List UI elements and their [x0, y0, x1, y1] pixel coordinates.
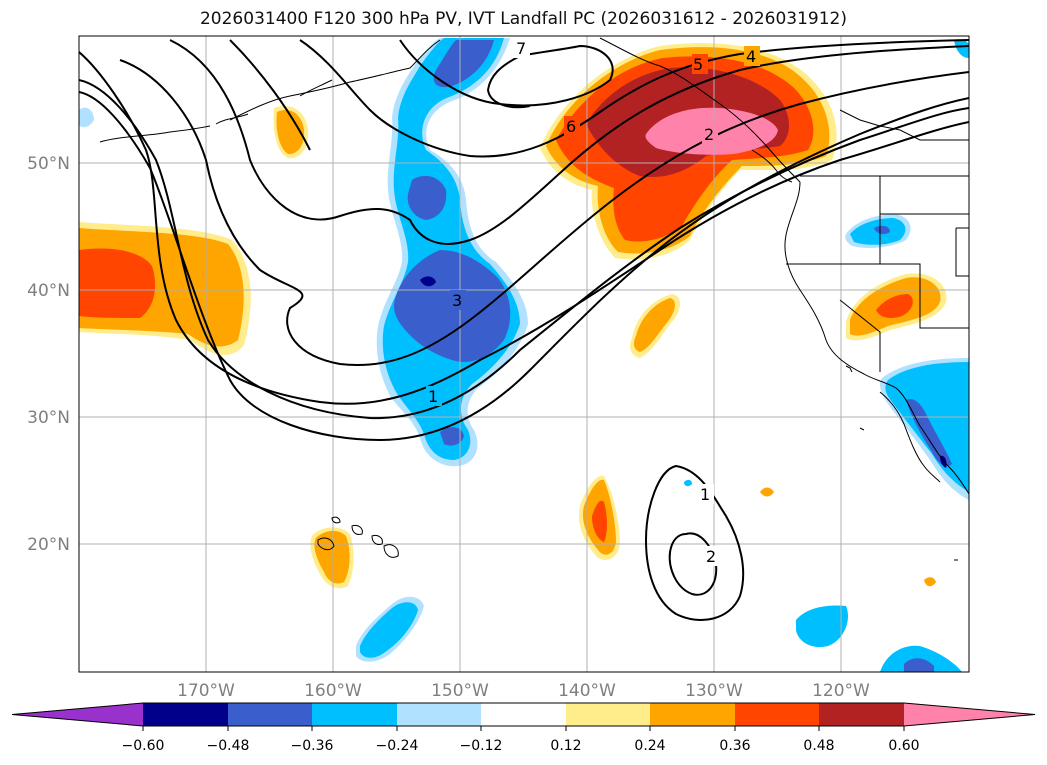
- colorbar-segment: [650, 703, 735, 726]
- negative-shading: [79, 38, 969, 672]
- lat-label: 40°N: [27, 281, 70, 301]
- contour-label: 4: [746, 47, 756, 66]
- lat-label: 20°N: [27, 535, 70, 555]
- contour-label: 2: [706, 547, 716, 566]
- lon-label: 140°W: [558, 681, 616, 701]
- colorbar-segment: [143, 703, 228, 726]
- map-title: 2026031400 F120 300 hPa PV, IVT Landfall…: [199, 9, 847, 29]
- colorbar-segment: [819, 703, 904, 726]
- colorbar-segment: [312, 703, 397, 726]
- map-area: 7 5 4 6 2 3 1 1 2: [79, 36, 969, 672]
- contour-label-bg: [744, 46, 760, 66]
- colorbar-segment: [735, 703, 819, 726]
- colorbar-extend-low: [12, 703, 143, 726]
- colorbar-segment: [397, 703, 481, 726]
- contour-label: 6: [566, 117, 576, 136]
- contour-label-bg: [692, 54, 708, 74]
- latitude-labels: 50°N 40°N 30°N 20°N: [27, 154, 70, 555]
- contour-label-bg: [564, 116, 580, 136]
- contour-label: 1: [428, 387, 438, 406]
- colorbar-label: 0.24: [634, 738, 665, 754]
- contour-label: 5: [693, 55, 703, 74]
- contour-label-bg: [698, 484, 714, 504]
- longitude-labels: 170°W 160°W 150°W 140°W 130°W 120°W: [177, 681, 870, 701]
- lat-label: 50°N: [27, 154, 70, 174]
- colorbar-label: 0.48: [803, 738, 834, 754]
- colorbar-label: 0.60: [888, 738, 919, 754]
- colorbar-segment: [228, 703, 312, 726]
- lon-label: 130°W: [685, 681, 743, 701]
- map-frame: [78, 35, 970, 673]
- contour-label: 3: [452, 291, 462, 310]
- contour-label: 1: [700, 485, 710, 504]
- colorbar-segment: [566, 703, 650, 726]
- lon-label: 160°W: [304, 681, 362, 701]
- colorbar-extend-high: [904, 703, 1035, 726]
- colorbar-label: −0.36: [291, 738, 334, 754]
- colorbar-label: 0.12: [550, 738, 581, 754]
- lat-label: 30°N: [27, 408, 70, 428]
- lon-label: 170°W: [177, 681, 235, 701]
- lon-label: 150°W: [431, 681, 489, 701]
- contour-label-bg: [514, 38, 530, 58]
- contour-label-bg: [450, 290, 466, 310]
- contour-label-bg: [702, 124, 718, 144]
- colorbar: −0.60 −0.48 −0.36 −0.24 −0.12 0.12 0.24 …: [11, 702, 1036, 754]
- contour-labels: 7 5 4 6 2 3 1 1 2: [426, 38, 760, 566]
- lon-label: 120°W: [812, 681, 870, 701]
- pv-contours: [79, 39, 969, 621]
- contour-label: 7: [516, 39, 526, 58]
- colorbar-label: 0.36: [719, 738, 750, 754]
- contour-label-bg: [704, 546, 720, 566]
- contour-label-bg: [426, 386, 442, 406]
- colorbar-label: −0.12: [460, 738, 503, 754]
- contour-label: 2: [704, 125, 714, 144]
- colorbar-label: −0.48: [207, 738, 250, 754]
- colorbar-label: −0.60: [122, 738, 165, 754]
- colorbar-label: −0.24: [376, 738, 419, 754]
- colorbar-segment: [481, 703, 566, 726]
